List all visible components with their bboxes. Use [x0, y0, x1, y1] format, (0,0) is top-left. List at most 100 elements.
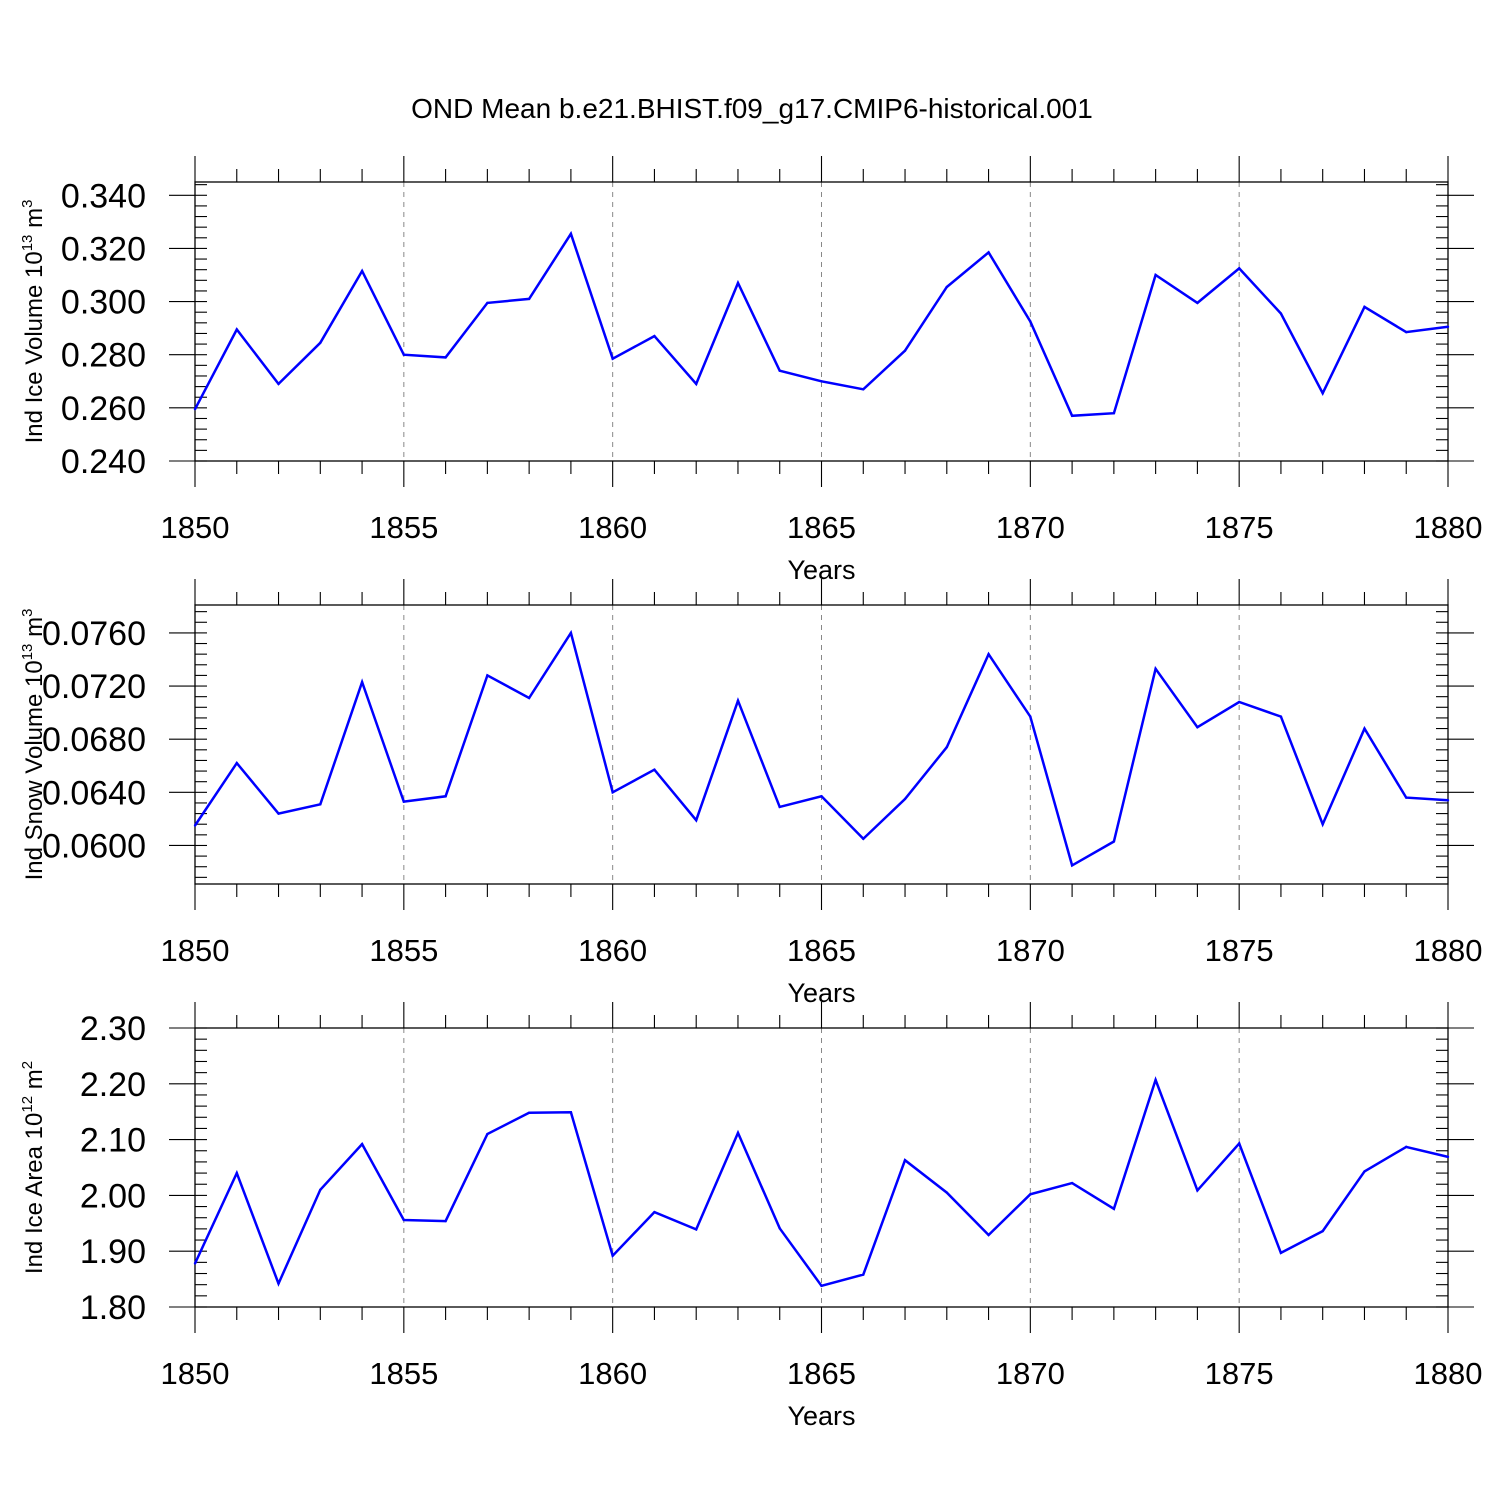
- data-point: [1321, 823, 1324, 826]
- data-point: [945, 285, 948, 289]
- data-point: [193, 1262, 197, 1265]
- data-point: [903, 349, 907, 352]
- y-tick-label: 0.280: [61, 337, 146, 375]
- data-point: [778, 1227, 781, 1230]
- data-point: [360, 1142, 364, 1146]
- panel-3: 1.80 1.90 2.00 2.10 2.20 2.30 1850 1855 1860 1865…: [19, 1002, 1482, 1431]
- data-point: [820, 1284, 823, 1287]
- y-axis-label: Ind Snow Volume 1013 m3: [19, 609, 48, 881]
- data-point: [736, 1131, 740, 1135]
- data-point: [1279, 715, 1283, 718]
- data-point: [1321, 1229, 1324, 1233]
- data-point: [1405, 796, 1408, 799]
- y-tick-label: 0.0640: [42, 774, 146, 812]
- data-point: [778, 369, 781, 372]
- data-point: [945, 1191, 948, 1194]
- data-point: [235, 761, 238, 765]
- data-point: [778, 805, 781, 809]
- data-point: [611, 1254, 614, 1257]
- y-tick-label: 0.300: [61, 284, 146, 322]
- data-point: [820, 380, 823, 383]
- data-point: [569, 232, 573, 236]
- data-point: [653, 1210, 656, 1214]
- panel-2: 0.0600 0.0640 0.0680 0.0720 0.0760 1850 1855 18…: [19, 579, 1482, 1008]
- y-tick-label: 1.90: [80, 1233, 146, 1271]
- data-point: [1446, 799, 1450, 802]
- x-tick-label: 1875: [1205, 933, 1274, 968]
- data-point: [1154, 667, 1157, 670]
- data-point: [486, 301, 489, 305]
- y-axis-label: Ind Ice Volume 1013 m3: [19, 200, 48, 444]
- y-tick-label: 0.0720: [42, 668, 146, 706]
- data-point: [1363, 1170, 1366, 1173]
- y-tick-label: 0.0760: [42, 615, 146, 653]
- x-tick-label: 1860: [578, 510, 647, 545]
- y-axis-label: Ind Ice Area 1012 m2: [19, 1061, 48, 1274]
- data-point: [1112, 840, 1116, 843]
- data-point: [1196, 1189, 1199, 1192]
- data-point: [695, 819, 698, 822]
- data-point: [903, 1159, 907, 1162]
- data-point: [1070, 414, 1074, 418]
- x-tick-label: 1865: [787, 510, 856, 545]
- data-point: [1405, 330, 1408, 334]
- data-point: [319, 341, 322, 344]
- data-point: [736, 699, 740, 702]
- y-tick-label: 0.320: [61, 230, 146, 268]
- data-point: [277, 382, 280, 386]
- data-point: [360, 680, 364, 684]
- data-point: [486, 1132, 489, 1136]
- data-point: [486, 674, 489, 677]
- data-point: [402, 353, 406, 356]
- data-point: [527, 1111, 531, 1115]
- x-tick-label: 1880: [1414, 1356, 1483, 1391]
- x-tick-label: 1875: [1205, 1356, 1274, 1391]
- x-axis-label: Years: [787, 1401, 855, 1431]
- x-tick-label: 1850: [161, 933, 230, 968]
- data-point: [987, 1233, 990, 1237]
- y-tick-label: 2.30: [80, 1010, 146, 1048]
- data-point: [1070, 1181, 1074, 1185]
- data-point: [193, 824, 197, 827]
- data-point: [444, 1219, 447, 1223]
- panel-1: 0.240 0.260 0.280 0.300 0.320 0.340 1850 1855 18…: [19, 156, 1482, 585]
- data-point: [862, 837, 865, 841]
- data-point: [1154, 273, 1157, 277]
- x-tick-label: 1855: [369, 933, 438, 968]
- data-point: [277, 1282, 280, 1285]
- x-tick-label: 1855: [369, 1356, 438, 1391]
- x-tick-label: 1860: [578, 1356, 647, 1391]
- x-tick-label: 1855: [369, 510, 438, 545]
- data-point: [402, 1218, 406, 1222]
- x-tick-label: 1865: [787, 1356, 856, 1391]
- data-point: [1363, 305, 1366, 309]
- y-tick-label: 0.240: [61, 443, 146, 481]
- data-point: [1446, 1155, 1450, 1159]
- data-point: [611, 791, 614, 794]
- data-point: [862, 388, 865, 391]
- data-point: [360, 269, 364, 273]
- data-point: [945, 745, 948, 749]
- x-tick-label: 1880: [1414, 933, 1483, 968]
- x-tick-label: 1870: [996, 510, 1065, 545]
- data-point: [1237, 700, 1241, 704]
- data-point: [569, 1111, 573, 1114]
- data-point: [277, 812, 280, 815]
- y-tick-label: 0.340: [61, 177, 146, 215]
- data-point: [319, 803, 322, 806]
- x-tick-label: 1870: [996, 1356, 1065, 1391]
- x-tick-label: 1860: [578, 933, 647, 968]
- data-point: [1321, 392, 1324, 395]
- data-point: [235, 1171, 238, 1175]
- data-point: [1029, 1193, 1032, 1196]
- panels: 0.240 0.260 0.280 0.300 0.320 0.340 1850 1855 18…: [19, 156, 1482, 1431]
- data-point: [1237, 267, 1241, 270]
- data-point: [1405, 1145, 1408, 1149]
- x-tick-label: 1850: [161, 510, 230, 545]
- data-point: [653, 768, 656, 771]
- data-point: [736, 281, 740, 285]
- data-point: [611, 357, 614, 360]
- data-point: [1070, 864, 1074, 867]
- data-point: [1363, 727, 1366, 730]
